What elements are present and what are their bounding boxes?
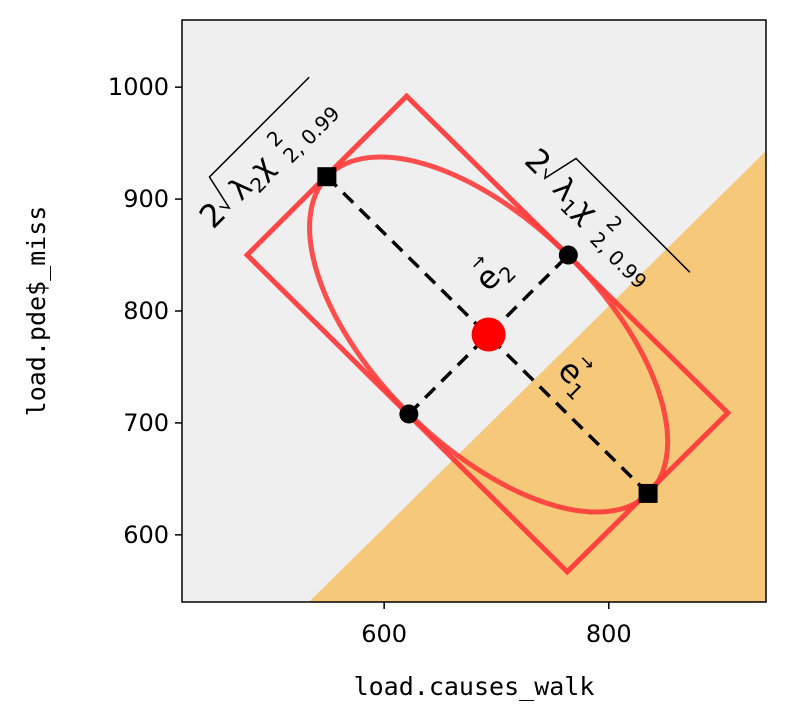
- y-axis-label: load.pde$_miss: [22, 206, 51, 417]
- center-point: [471, 317, 506, 352]
- x-axis-ticks: 600 800: [361, 602, 632, 648]
- minor-axis-endpoint-marker: [558, 245, 578, 265]
- major-axis-endpoint-marker: [317, 167, 337, 187]
- minor-axis-line: [407, 253, 570, 416]
- bounding-rectangle: [243, 92, 732, 576]
- minor-axis-endpoint-marker: [399, 404, 419, 424]
- y-tick-label: 700: [123, 409, 169, 437]
- major-axis-line: [325, 175, 650, 495]
- y-axis-ticks: 600 700 800 900 1000: [108, 73, 182, 549]
- major-axis-endpoint-marker: [638, 483, 658, 503]
- y-tick-label: 600: [123, 521, 169, 549]
- y-tick-label: 900: [123, 185, 169, 213]
- y-tick-label: 800: [123, 297, 169, 325]
- x-axis-label: load.causes_walk: [354, 672, 595, 701]
- y-tick-label: 1000: [108, 73, 169, 101]
- x-tick-label: 800: [586, 620, 632, 648]
- x-tick-label: 600: [361, 620, 407, 648]
